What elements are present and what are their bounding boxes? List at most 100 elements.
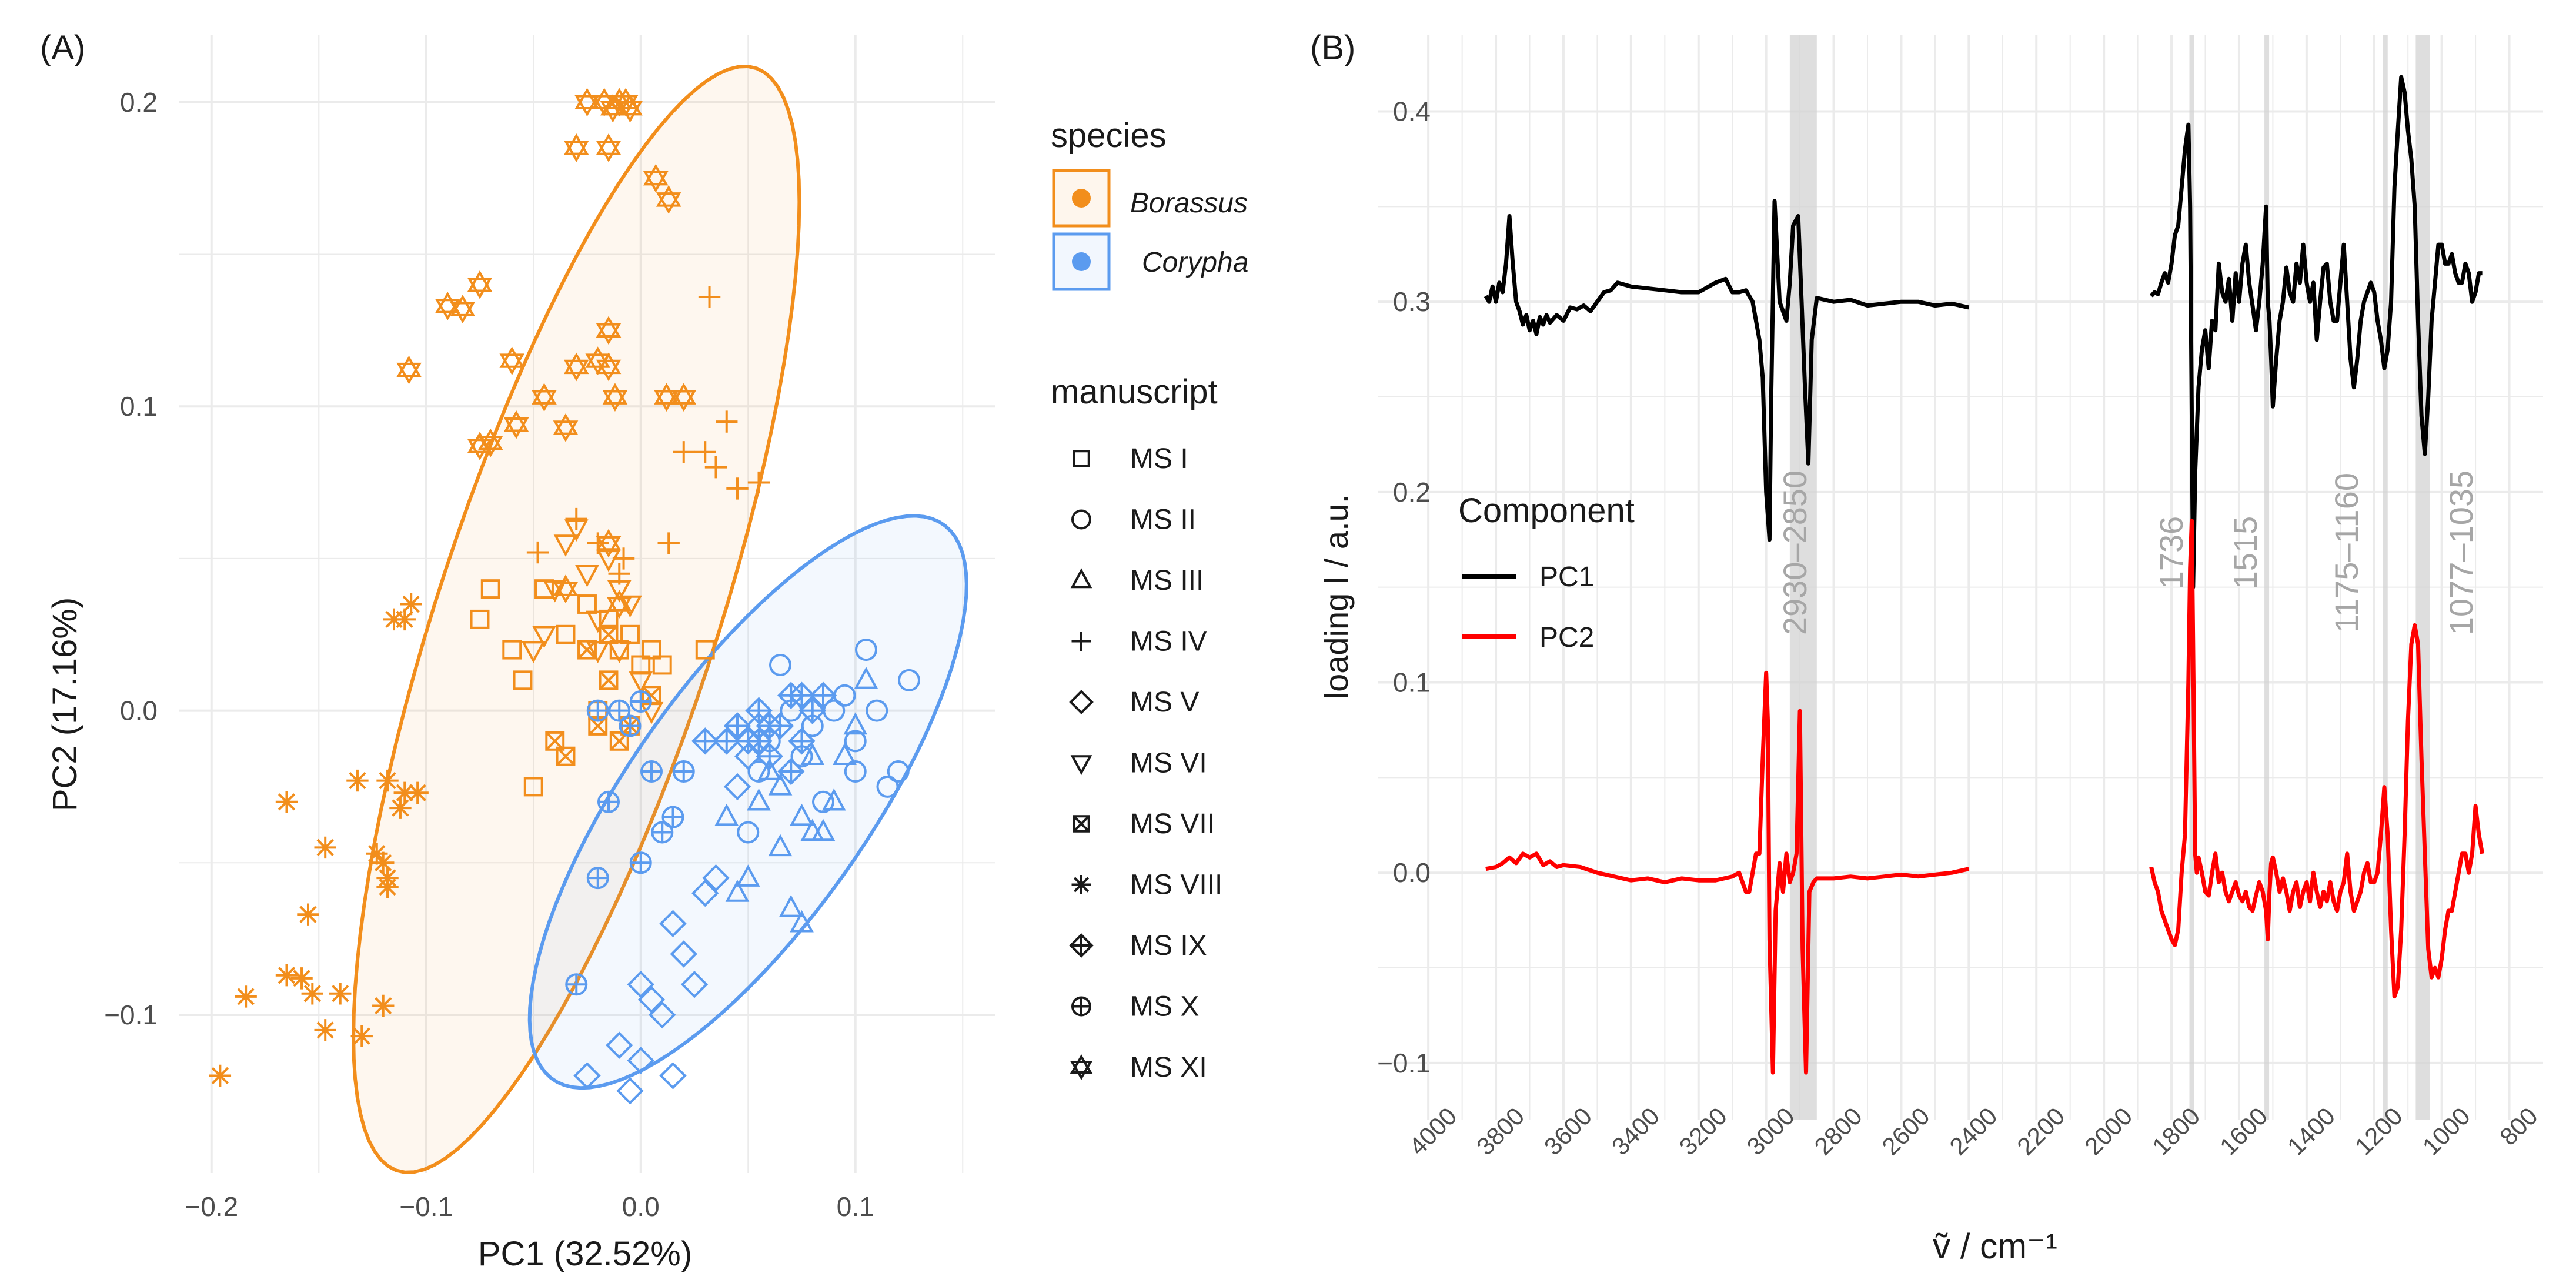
line-pc1-segment bbox=[2149, 75, 2483, 590]
line-pc2-segment bbox=[2149, 518, 2485, 999]
legend-key-ms-x bbox=[1071, 996, 1091, 1017]
point-ms-i bbox=[695, 640, 715, 660]
ellipse-corypha bbox=[527, 514, 968, 1090]
x-tick-label: 800 bbox=[2494, 1102, 2543, 1151]
marker-part bbox=[779, 894, 803, 917]
loadings-gridlines bbox=[1378, 35, 2543, 1120]
marker-part bbox=[663, 807, 683, 827]
marker-part bbox=[1070, 568, 1092, 589]
x-tick-label: 2800 bbox=[1809, 1102, 1867, 1160]
pca-y-axis-label: PC2 (17.16%) bbox=[46, 597, 84, 811]
x-tick-label: 0.0 bbox=[622, 1191, 660, 1222]
y-tick-label: 0.0 bbox=[120, 696, 158, 726]
point-ms-ii bbox=[855, 639, 877, 661]
point-ms-iii bbox=[768, 773, 793, 796]
loadings-y-tick-labels: −0.1 0.0 0.1 0.2 0.3 0.4 bbox=[1377, 96, 1431, 1078]
point-ms-xi bbox=[396, 355, 422, 385]
marker-part bbox=[671, 383, 697, 412]
loadings-x-axis-label: ṽ / cm⁻¹ bbox=[1933, 1227, 2057, 1266]
legend-key-ms-v bbox=[1069, 690, 1094, 714]
marker-part bbox=[564, 519, 589, 542]
marker-part bbox=[502, 640, 522, 660]
x-tick-label: 1200 bbox=[2350, 1102, 2408, 1160]
marker-part bbox=[553, 413, 579, 442]
marker-part bbox=[575, 565, 599, 587]
panel-label-a: (A) bbox=[40, 29, 85, 67]
marker-part bbox=[503, 410, 529, 439]
component-legend-title: Component bbox=[1458, 492, 1635, 530]
point-ms-viii bbox=[235, 985, 257, 1008]
point-ms-vi bbox=[607, 641, 632, 664]
point-ms-xi bbox=[477, 428, 503, 457]
point-ms-vi bbox=[532, 626, 556, 649]
point-ms-xi bbox=[503, 410, 529, 439]
point-ms-x bbox=[565, 973, 588, 996]
point-ms-viii bbox=[209, 1064, 232, 1087]
point-ms-viii bbox=[376, 769, 399, 792]
point-ms-v bbox=[659, 1062, 687, 1090]
marker-part bbox=[769, 653, 791, 676]
pca-x-tick-labels: −0.2 −0.1 0.0 0.1 bbox=[185, 1191, 874, 1222]
point-ms-iv bbox=[704, 456, 727, 479]
marker-part bbox=[629, 671, 653, 694]
marker-part bbox=[523, 777, 543, 797]
marker-part bbox=[376, 876, 399, 898]
x-tick-label: 2600 bbox=[1876, 1102, 1934, 1160]
loadings-x-tick-labels: 4000 3800 3600 3400 3200 3000 2800 2600 2400 2200… bbox=[1404, 1102, 2543, 1160]
marker-part bbox=[726, 477, 749, 500]
legend-label-ms-x: MS X bbox=[1130, 991, 1199, 1023]
point-ms-v bbox=[702, 864, 730, 892]
marker-part bbox=[1070, 1054, 1093, 1080]
band-label: 1515 bbox=[2227, 516, 2264, 590]
marker-part bbox=[499, 346, 525, 375]
marker-part bbox=[745, 727, 773, 755]
y-tick-label: 0.2 bbox=[1393, 477, 1431, 507]
marker-part bbox=[577, 640, 597, 659]
legend-label-ms-ix: MS IX bbox=[1130, 930, 1207, 961]
x-tick-label: 3600 bbox=[1539, 1102, 1597, 1160]
point-ms-viii bbox=[314, 836, 336, 859]
marker-part bbox=[659, 1062, 687, 1090]
point-ms-iii bbox=[736, 864, 760, 887]
marker-part bbox=[855, 639, 877, 661]
point-ms-xi bbox=[563, 352, 589, 382]
marker-part bbox=[532, 626, 556, 649]
marker-part bbox=[607, 641, 632, 664]
marker-part bbox=[790, 803, 814, 826]
point-ms-viii bbox=[350, 1025, 373, 1047]
point-ms-xi bbox=[563, 133, 589, 162]
marker-part bbox=[209, 1064, 232, 1087]
marker-part bbox=[346, 769, 369, 792]
marker-part bbox=[599, 670, 618, 690]
point-ms-vii bbox=[556, 746, 576, 766]
marker-part bbox=[768, 834, 793, 857]
marker-part bbox=[467, 270, 493, 299]
point-ms-ix bbox=[756, 742, 783, 770]
marker-part bbox=[798, 697, 826, 724]
point-ms-iii bbox=[768, 834, 793, 857]
point-ms-i bbox=[652, 655, 672, 675]
legend-key-ms-i bbox=[1073, 450, 1090, 467]
band-label: 1736 bbox=[2153, 516, 2190, 590]
marker-part bbox=[376, 769, 399, 792]
marker-part bbox=[563, 133, 589, 162]
marker-part bbox=[704, 456, 727, 479]
marker-part bbox=[788, 727, 816, 755]
marker-part bbox=[670, 940, 697, 968]
marker-part bbox=[480, 579, 500, 599]
marker-part bbox=[1073, 815, 1090, 833]
marker-part bbox=[844, 730, 867, 753]
band-label: 2930–2850 bbox=[1776, 470, 1813, 635]
legend-key-ms-ii bbox=[1071, 509, 1091, 530]
point-ms-iii bbox=[714, 803, 739, 826]
point-ms-ii bbox=[812, 790, 834, 813]
marker-part bbox=[1069, 690, 1094, 714]
band-label: 1077–1035 bbox=[2443, 470, 2480, 635]
point-ms-ii bbox=[844, 730, 867, 753]
marker-part bbox=[673, 761, 694, 782]
marker-part bbox=[574, 88, 600, 117]
point-ms-x bbox=[619, 714, 642, 737]
marker-part bbox=[596, 550, 621, 572]
point-ms-vi bbox=[575, 565, 599, 587]
pca-y-tick-labels: −0.1 0.0 0.1 0.2 bbox=[104, 87, 158, 1030]
